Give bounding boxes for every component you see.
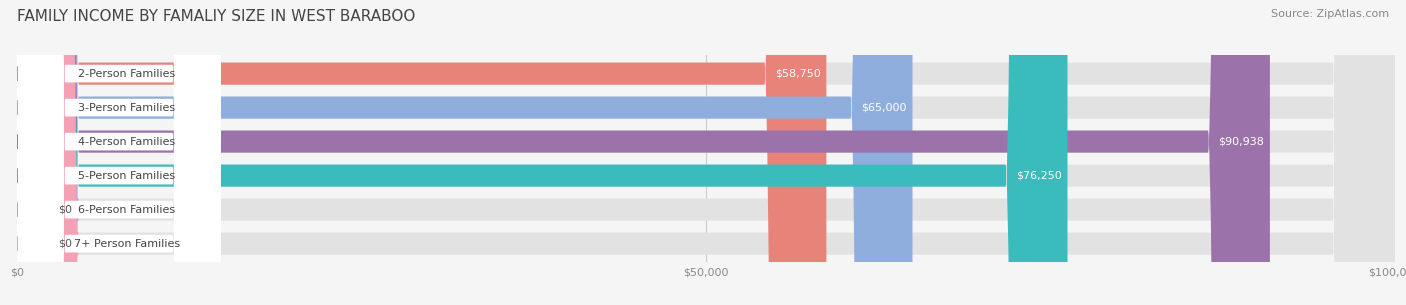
- FancyBboxPatch shape: [17, 0, 221, 305]
- FancyBboxPatch shape: [17, 0, 221, 305]
- FancyBboxPatch shape: [17, 0, 1395, 305]
- FancyBboxPatch shape: [0, 0, 79, 305]
- FancyBboxPatch shape: [17, 0, 1395, 305]
- FancyBboxPatch shape: [17, 0, 221, 305]
- Text: $58,750: $58,750: [775, 69, 821, 79]
- Text: $0: $0: [58, 205, 72, 215]
- Text: FAMILY INCOME BY FAMALIY SIZE IN WEST BARABOO: FAMILY INCOME BY FAMALIY SIZE IN WEST BA…: [17, 9, 415, 24]
- Text: $65,000: $65,000: [862, 102, 907, 113]
- Text: 2-Person Families: 2-Person Families: [79, 69, 176, 79]
- FancyBboxPatch shape: [17, 0, 1067, 305]
- Text: 6-Person Families: 6-Person Families: [79, 205, 176, 215]
- Text: Source: ZipAtlas.com: Source: ZipAtlas.com: [1271, 9, 1389, 19]
- Text: $90,938: $90,938: [1219, 137, 1264, 147]
- Text: $0: $0: [58, 239, 72, 249]
- Text: 5-Person Families: 5-Person Families: [79, 170, 176, 181]
- Text: 3-Person Families: 3-Person Families: [79, 102, 176, 113]
- FancyBboxPatch shape: [17, 0, 1395, 305]
- FancyBboxPatch shape: [17, 0, 221, 305]
- FancyBboxPatch shape: [17, 0, 912, 305]
- Text: $76,250: $76,250: [1017, 170, 1062, 181]
- Text: 7+ Person Families: 7+ Person Families: [75, 239, 180, 249]
- FancyBboxPatch shape: [0, 0, 79, 305]
- FancyBboxPatch shape: [17, 0, 827, 305]
- FancyBboxPatch shape: [17, 0, 221, 305]
- FancyBboxPatch shape: [17, 0, 1395, 305]
- FancyBboxPatch shape: [17, 0, 1395, 305]
- FancyBboxPatch shape: [17, 0, 1395, 305]
- FancyBboxPatch shape: [17, 0, 1270, 305]
- FancyBboxPatch shape: [17, 0, 221, 305]
- Text: 4-Person Families: 4-Person Families: [79, 137, 176, 147]
